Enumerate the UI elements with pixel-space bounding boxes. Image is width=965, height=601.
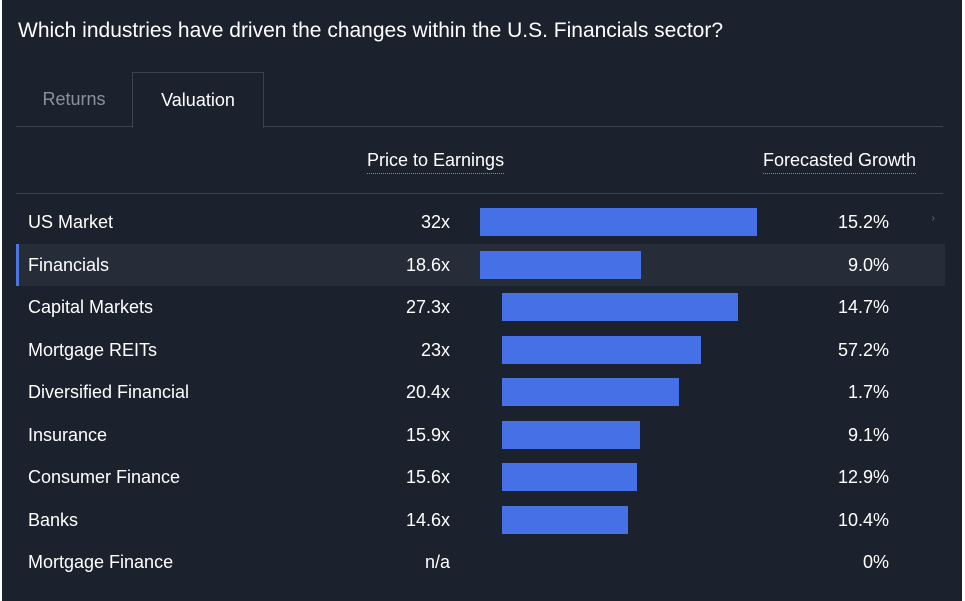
growth-value: 57.2% [837, 339, 889, 360]
pe-bar [502, 420, 640, 449]
pe-bar [502, 293, 738, 321]
industry-name: Capital Markets [28, 297, 154, 317]
growth-value: 9.0% [847, 254, 889, 275]
industry-name: Consumer Finance [28, 467, 181, 487]
growth-value: 0% [862, 552, 889, 572]
column-header-price-to-earnings[interactable]: Price to Earnings [367, 150, 505, 174]
table-row[interactable]: US Market 32x 15.2% › [16, 201, 945, 243]
table-row[interactable]: Consumer Finance 15.6x 12.9% [16, 456, 945, 498]
pe-bar [502, 463, 637, 491]
table-row[interactable]: Mortgage REITs 23x 57.2% [16, 329, 945, 371]
pe-bar [480, 208, 757, 236]
pe-bar [502, 335, 701, 364]
table-row[interactable]: Banks 14.6x 10.4% [16, 499, 945, 541]
industry-name: Insurance [28, 424, 108, 445]
tab-returns[interactable]: Returns [42, 89, 106, 109]
pe-bar [502, 505, 628, 534]
pe-value: 15.9x [405, 424, 450, 445]
header-divider [16, 193, 943, 194]
table-row[interactable]: Diversified Financial 20.4x 1.7% [16, 371, 945, 413]
pe-value: 32x [420, 212, 450, 232]
industry-name: Mortgage REITs [28, 339, 158, 360]
growth-value: 12.9% [837, 467, 889, 487]
pe-bar [502, 378, 679, 406]
table-row[interactable]: Insurance 15.9x 9.1% [16, 414, 945, 456]
growth-value: 10.4% [837, 509, 889, 530]
pe-value: n/a [424, 552, 450, 572]
pe-value: 23x [420, 339, 450, 360]
pe-value: 27.3x [405, 297, 450, 317]
column-header-forecasted-growth[interactable]: Forecasted Growth [763, 150, 917, 174]
growth-value: 1.7% [847, 382, 889, 402]
table-row[interactable]: Financials 18.6x 9.0% [16, 243, 945, 286]
growth-value: 14.7% [837, 297, 889, 317]
table-row[interactable]: Capital Markets 27.3x 14.7% [16, 286, 945, 328]
industry-name: Banks [28, 509, 79, 530]
growth-value: 15.2% [837, 212, 889, 232]
pe-value: 20.4x [405, 382, 450, 402]
industry-name: Financials [28, 254, 110, 275]
industry-name: Mortgage Finance [28, 552, 174, 572]
panel-title: Which industries have driven the changes… [18, 19, 724, 42]
pe-value: 14.6x [405, 509, 450, 530]
pe-value: 15.6x [405, 467, 450, 487]
tab-divider-left [16, 126, 132, 127]
tab-divider-right [264, 126, 943, 127]
industry-name: US Market [28, 212, 114, 232]
selected-row-indicator [16, 243, 19, 286]
tab-valuation[interactable]: Valuation [132, 72, 264, 128]
growth-value: 9.1% [847, 424, 889, 445]
table-row[interactable]: Mortgage Finance n/a 0% [16, 541, 945, 583]
chevron-right-icon[interactable]: › [931, 213, 935, 224]
tab-bar: Returns Valuation [16, 72, 946, 128]
industry-name: Diversified Financial [28, 382, 190, 402]
pe-bar [480, 250, 641, 279]
pe-value: 18.6x [405, 254, 450, 275]
